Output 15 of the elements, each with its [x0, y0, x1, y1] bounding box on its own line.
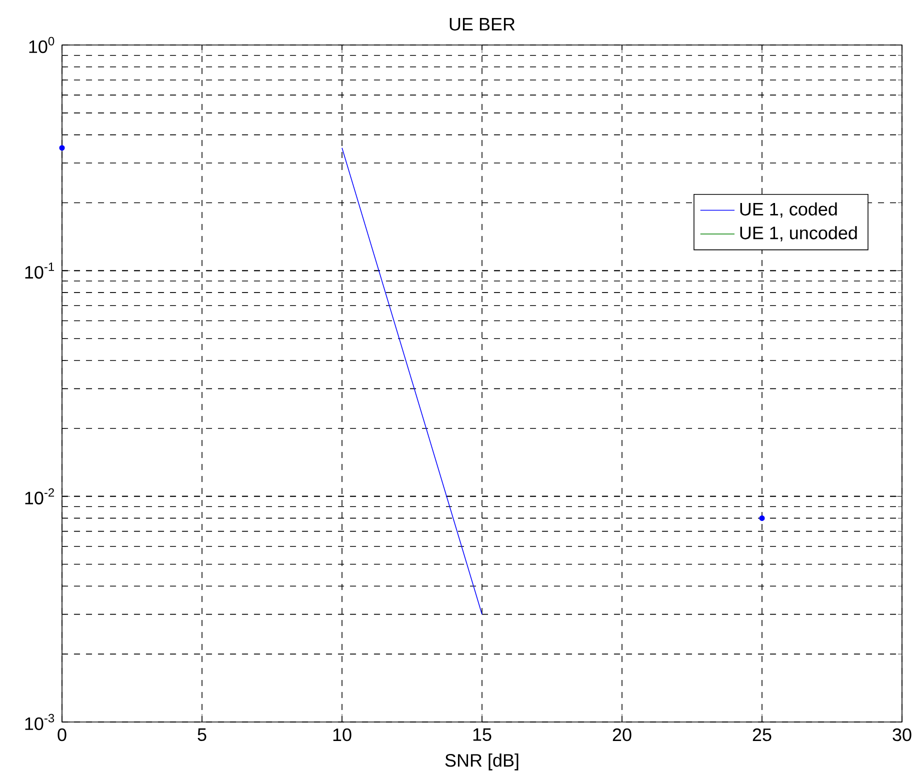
x-tick-label: 30: [892, 728, 912, 742]
legend-label: UE 1, coded: [740, 202, 837, 218]
x-tick-label: 10: [333, 728, 352, 742]
x-tick-label: 25: [752, 728, 772, 742]
x-tick-label: 5: [198, 728, 206, 741]
y-tick-label: 10$^{0}$: [29, 36, 54, 54]
x-tick-label: 0: [58, 728, 66, 742]
chart-title: UE BER: [450, 18, 515, 31]
legend-label: UE 1, uncoded: [740, 226, 857, 242]
x-axis-title: SNR [dB]: [445, 754, 518, 770]
x-tick-label: 15: [473, 728, 492, 741]
x-tick-label: 20: [612, 728, 632, 742]
y-tick-label: 10$^{-1}$: [25, 262, 54, 279]
y-tick-label: 10$^{-3}$: [25, 714, 54, 730]
y-tick-label: 10$^{-2}$: [25, 488, 54, 504]
